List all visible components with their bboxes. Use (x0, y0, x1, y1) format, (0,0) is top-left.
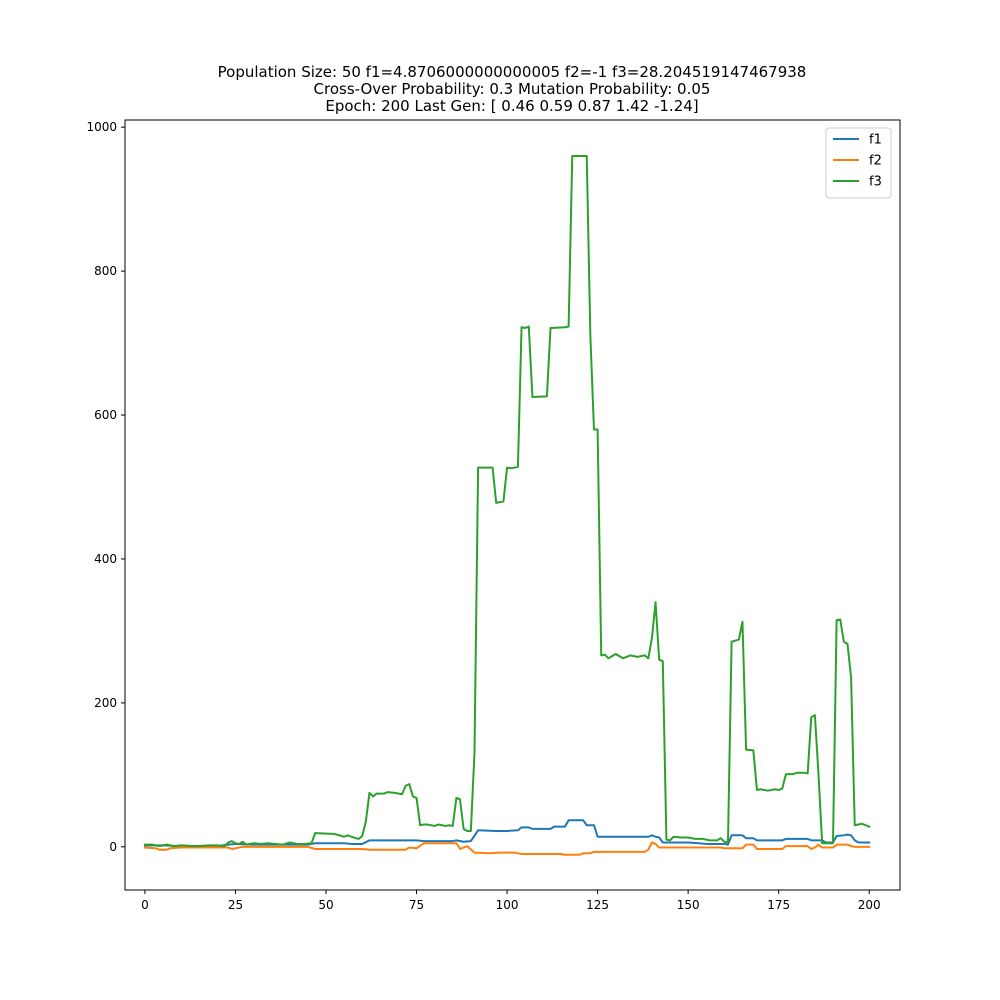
x-tick-label: 0 (141, 898, 149, 912)
x-tick-label: 25 (228, 898, 243, 912)
plot-area-frame (124, 119, 901, 891)
x-axis: 0 25 50 75 100 125 150 175 200 (141, 890, 881, 912)
chart-title: Population Size: 50 f1=4.870600000000000… (218, 63, 807, 115)
series-line-f1 (143, 819, 871, 848)
x-tick-label: 50 (318, 898, 333, 912)
series-line-f2 (143, 841, 871, 856)
chart-title-line-2: Cross-Over Probability: 0.3 Mutation Pro… (314, 80, 711, 98)
y-tick-label: 400 (94, 552, 117, 566)
y-tick-label: 800 (94, 264, 117, 278)
x-tick-label: 150 (677, 898, 700, 912)
x-tick-label: 175 (767, 898, 790, 912)
legend: f1 f2 f3 (825, 127, 892, 199)
y-tick-label: 600 (94, 408, 117, 422)
chart-title-line-3: Epoch: 200 Last Gen: [ 0.46 0.59 0.87 1.… (325, 97, 698, 115)
legend-label-f2: f2 (869, 154, 882, 169)
legend-label-f3: f3 (869, 175, 882, 190)
x-tick-label: 200 (858, 898, 881, 912)
y-tick-label: 0 (109, 840, 117, 854)
chart-title-line-1: Population Size: 50 f1=4.870600000000000… (218, 63, 807, 81)
x-tick-label: 100 (496, 898, 519, 912)
series-line-f3 (143, 154, 871, 848)
series-layer (143, 154, 871, 856)
y-tick-label: 200 (94, 696, 117, 710)
x-tick-label: 75 (409, 898, 424, 912)
y-axis: 0 200 400 600 800 1000 (86, 120, 125, 854)
x-tick-label: 125 (586, 898, 609, 912)
y-tick-label: 1000 (86, 120, 117, 134)
legend-label-f1: f1 (869, 133, 882, 148)
